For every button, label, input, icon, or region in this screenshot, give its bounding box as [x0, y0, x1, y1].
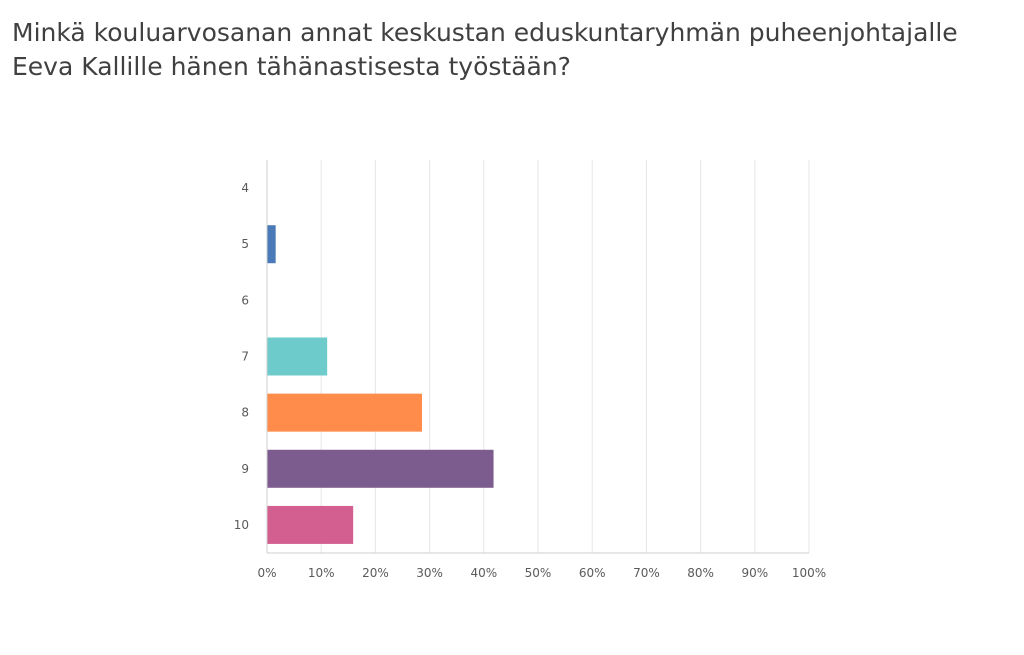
- category-label: 9: [241, 462, 249, 476]
- bar-5: [267, 225, 276, 264]
- x-tick-labels: 0% 10% 20% 30% 40% 50% 60% 70% 80% 90% 100%: [257, 566, 826, 580]
- category-label: 10: [234, 518, 249, 532]
- bars: [267, 225, 494, 544]
- category-labels: 4 5 6 7 8 9 10: [234, 181, 249, 532]
- x-tick-label: 10%: [308, 566, 335, 580]
- axes: [266, 160, 809, 554]
- x-tick-label: 60%: [579, 566, 606, 580]
- x-tick-label: 20%: [362, 566, 389, 580]
- category-label: 4: [241, 181, 249, 195]
- category-label: 5: [241, 237, 249, 251]
- x-tick-label: 30%: [416, 566, 443, 580]
- x-tick-label: 70%: [633, 566, 660, 580]
- x-tick-label: 90%: [741, 566, 768, 580]
- category-label: 6: [241, 293, 249, 307]
- bar-7: [267, 337, 328, 376]
- bar-9: [267, 449, 494, 488]
- category-label: 8: [241, 406, 249, 420]
- x-tick-label: 40%: [470, 566, 497, 580]
- x-tick-label: 50%: [525, 566, 552, 580]
- category-label: 7: [241, 350, 249, 364]
- question-title: Minkä kouluarvosanan annat keskustan edu…: [12, 18, 958, 81]
- x-tick-label: 100%: [792, 566, 826, 580]
- bar-10: [267, 505, 354, 544]
- grid-lines: [320, 160, 810, 553]
- x-tick-label: 0%: [257, 566, 276, 580]
- x-tick-label: 80%: [687, 566, 714, 580]
- bar-8: [267, 393, 423, 432]
